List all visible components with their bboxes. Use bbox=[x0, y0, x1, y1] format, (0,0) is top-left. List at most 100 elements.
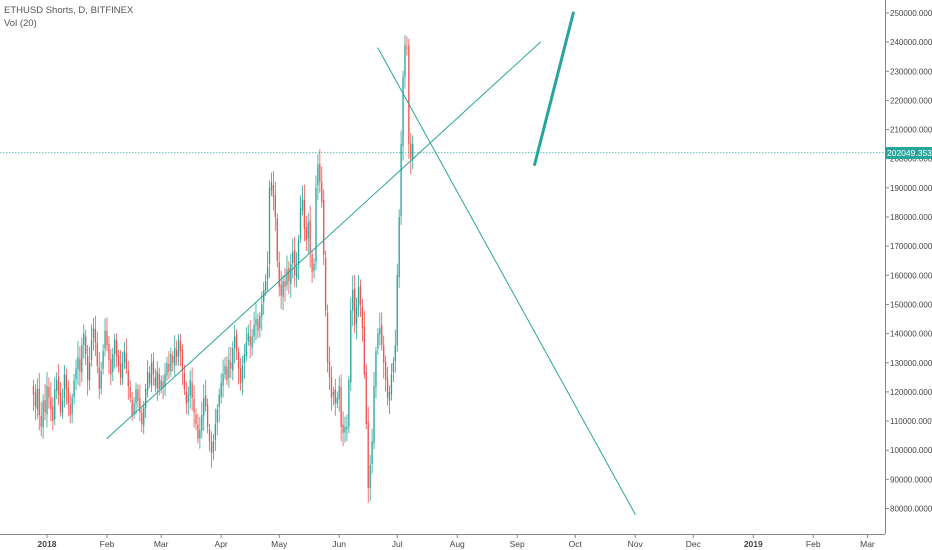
candle-body bbox=[274, 195, 276, 217]
candle-body bbox=[272, 184, 275, 197]
price-tick-label: 80000.0000 bbox=[890, 505, 932, 514]
projection-trendline[interactable] bbox=[533, 11, 575, 167]
candle-body bbox=[286, 269, 288, 286]
candle-body bbox=[59, 392, 62, 413]
candle-body bbox=[311, 254, 313, 273]
candle-body bbox=[361, 307, 364, 328]
candle-body bbox=[247, 333, 249, 342]
candle-body bbox=[73, 380, 75, 398]
candle-body bbox=[406, 47, 408, 49]
candle-body bbox=[203, 397, 205, 416]
candle-body bbox=[34, 392, 37, 407]
candle-body bbox=[365, 372, 367, 424]
time-axis[interactable]: 2018 Feb Mar Apr May Jun Jul Aug Sep Oct Nov Dec 201… bbox=[0, 534, 885, 549]
candle-body bbox=[261, 304, 263, 317]
candle-body bbox=[175, 349, 178, 357]
candle-body bbox=[141, 412, 143, 424]
candle-body bbox=[264, 281, 267, 292]
candle-body bbox=[40, 415, 42, 427]
candle-body bbox=[115, 341, 118, 357]
candle-body bbox=[135, 388, 137, 404]
candle-body bbox=[249, 336, 251, 346]
candle-body bbox=[44, 399, 46, 413]
candle-body bbox=[104, 330, 106, 349]
price-tick-label: 240000.0000 bbox=[890, 38, 932, 47]
candle-body bbox=[96, 342, 98, 366]
candle-body bbox=[145, 388, 147, 408]
candle-body bbox=[148, 373, 151, 384]
candle-body bbox=[344, 426, 346, 433]
candle-body bbox=[156, 371, 158, 389]
time-tick-label: 2018 bbox=[38, 539, 57, 549]
trendline[interactable] bbox=[377, 47, 636, 515]
candle-body bbox=[160, 380, 162, 389]
candle-body bbox=[257, 319, 259, 331]
candle-body bbox=[353, 288, 356, 325]
candle-body bbox=[218, 394, 220, 407]
candle-body bbox=[390, 374, 393, 395]
candle-body bbox=[266, 266, 269, 280]
candle-body bbox=[234, 336, 236, 349]
price-tick-label: 210000.0000 bbox=[890, 126, 932, 135]
candle-body bbox=[79, 359, 81, 372]
candle-body bbox=[100, 371, 102, 389]
candle-body bbox=[181, 349, 184, 372]
candle-body bbox=[127, 370, 129, 387]
candle-body bbox=[125, 353, 128, 369]
candle-body bbox=[307, 222, 309, 239]
volume-indicator-label: Vol (20) bbox=[4, 18, 37, 29]
candle-body bbox=[102, 351, 104, 369]
candle-body bbox=[268, 187, 271, 264]
candle-body bbox=[197, 424, 199, 439]
candle-body bbox=[313, 263, 315, 272]
candle-body bbox=[326, 312, 329, 363]
candle-body bbox=[83, 333, 85, 346]
candle-body bbox=[270, 182, 273, 191]
candle-body bbox=[137, 389, 139, 401]
time-tick-label: Nov bbox=[628, 539, 644, 549]
candle-body bbox=[235, 334, 238, 352]
candle-body bbox=[94, 329, 97, 343]
candle-body bbox=[216, 409, 218, 423]
candle-body bbox=[88, 362, 91, 381]
candle-body bbox=[363, 326, 366, 375]
candle-body bbox=[410, 143, 412, 159]
candle-body bbox=[396, 275, 398, 346]
candle-body bbox=[241, 365, 244, 382]
time-tick-label: Mar bbox=[154, 539, 169, 549]
candle-body bbox=[359, 285, 362, 305]
candle-body bbox=[334, 389, 336, 404]
candle-body bbox=[69, 404, 71, 416]
candle-body bbox=[77, 356, 79, 370]
candle-body bbox=[297, 240, 300, 265]
candle-body bbox=[108, 343, 110, 360]
candle-body bbox=[50, 397, 52, 410]
candle-body bbox=[205, 395, 207, 407]
candle-body bbox=[131, 399, 133, 416]
candle-body bbox=[208, 428, 211, 442]
time-tick-label: Sep bbox=[510, 539, 525, 549]
price-tick-label: 100000.0000 bbox=[890, 446, 932, 455]
chart-plot-area bbox=[0, 0, 885, 534]
candle-body bbox=[398, 217, 400, 278]
candle-body bbox=[81, 345, 83, 373]
candle-body bbox=[253, 324, 255, 337]
candle-body bbox=[330, 377, 333, 398]
candle-body bbox=[199, 429, 201, 439]
price-tick-label: 190000.0000 bbox=[890, 184, 932, 193]
candle-body bbox=[239, 368, 242, 384]
candle-body bbox=[36, 388, 38, 410]
price-axis[interactable]: 80000.0000 90000.0000 100000.0000 110000.00… bbox=[885, 0, 932, 550]
time-tick-label: Feb bbox=[100, 539, 115, 549]
candle-body bbox=[377, 333, 379, 349]
trendline[interactable] bbox=[106, 41, 541, 440]
candle-body bbox=[294, 250, 296, 276]
candle-body bbox=[168, 363, 170, 372]
candle-body bbox=[321, 182, 323, 203]
candle-body bbox=[338, 386, 340, 400]
candle-body bbox=[315, 187, 317, 262]
candle-body bbox=[381, 325, 383, 346]
candle-body bbox=[57, 377, 60, 395]
candle-body bbox=[305, 227, 307, 241]
